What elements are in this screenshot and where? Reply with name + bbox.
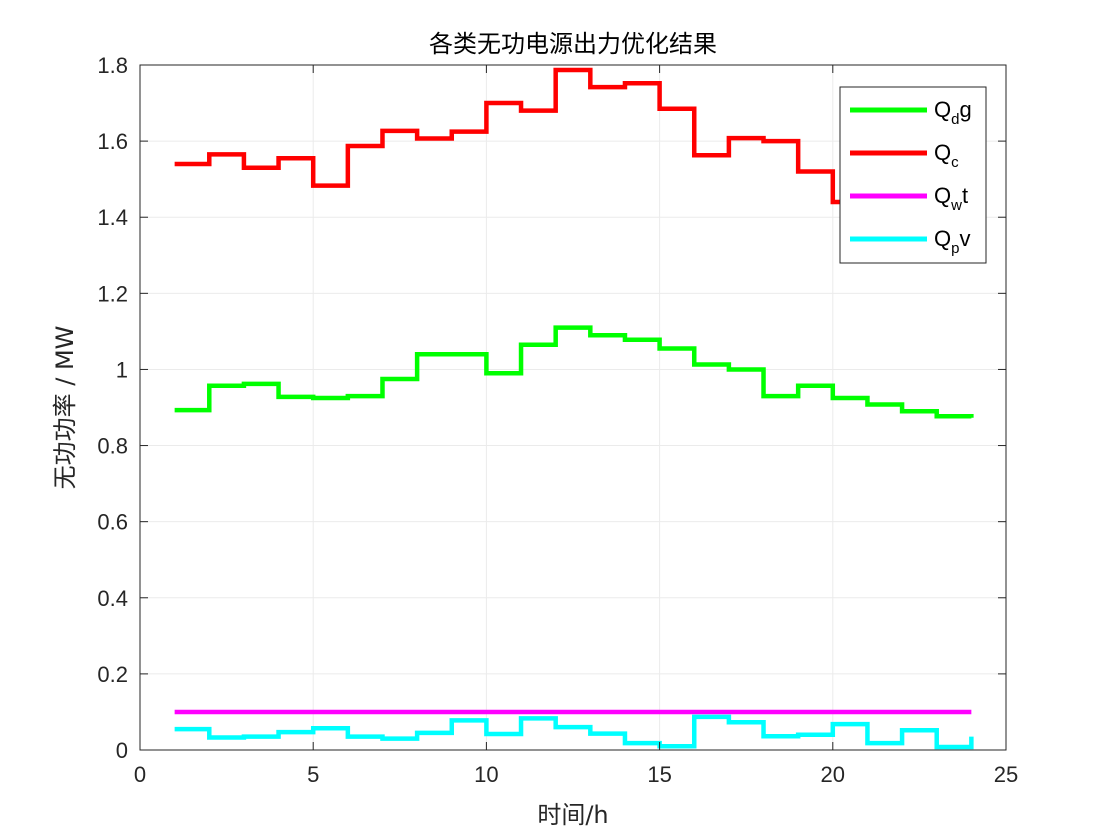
legend-label: Qpv xyxy=(934,226,970,257)
legend-label-suffix: g xyxy=(959,97,971,122)
axes xyxy=(139,64,1007,751)
chart-title: 各类无功电源出力优化结果 xyxy=(429,30,717,58)
x-axis-label: 时间/h xyxy=(537,801,608,829)
legend-label-subscript: w xyxy=(950,197,962,214)
legend-label: Qwt xyxy=(934,183,968,214)
x-tick-label: 10 xyxy=(474,762,498,787)
y-axis-label: 无功功率 / MW xyxy=(51,326,79,490)
legend-label-main: Q xyxy=(934,97,951,122)
axes-box xyxy=(139,64,1007,751)
plot-series xyxy=(174,67,974,750)
y-tick-label: 1.2 xyxy=(97,281,128,306)
legend-label-main: Q xyxy=(934,183,951,208)
x-tick-label: 20 xyxy=(821,762,845,787)
y-tick-label: 1.4 xyxy=(97,205,128,230)
y-tick-label: 1.6 xyxy=(97,129,128,154)
x-tick-label: 0 xyxy=(134,762,146,787)
series-line-Qpv xyxy=(174,714,974,750)
y-tick-label: 0.2 xyxy=(97,662,128,687)
y-tick-label: 1.8 xyxy=(97,53,128,78)
series-line-Qc xyxy=(174,67,972,205)
legend-label-subscript: d xyxy=(951,111,959,128)
y-tick-label: 0.6 xyxy=(97,510,128,535)
legend-label: Qc xyxy=(934,140,959,171)
series-line-Qdg xyxy=(174,325,974,419)
legend-label-suffix: t xyxy=(962,183,968,208)
x-tick-label: 5 xyxy=(307,762,319,787)
legend-label-suffix: v xyxy=(959,226,970,251)
legend-label-subscript: c xyxy=(951,154,959,171)
legend-label-main: Q xyxy=(934,226,951,251)
x-tick-label: 25 xyxy=(994,762,1018,787)
x-tick-label: 15 xyxy=(647,762,671,787)
y-tick-label: 0.4 xyxy=(97,586,128,611)
y-tick-label: 0.8 xyxy=(97,434,128,459)
y-tick-label: 0 xyxy=(116,738,128,763)
legend-box xyxy=(839,86,987,264)
legend-label-main: Q xyxy=(934,140,951,165)
ticks: 0 5 10 15 20 25 0 0.2 0.4 0.6 0.8 1 1.2 1.4 1.6 1.8 xyxy=(97,53,1018,787)
y-tick-label: 1 xyxy=(116,357,128,382)
legend-label-subscript: p xyxy=(951,240,959,257)
legend-label: Qdg xyxy=(934,97,972,128)
